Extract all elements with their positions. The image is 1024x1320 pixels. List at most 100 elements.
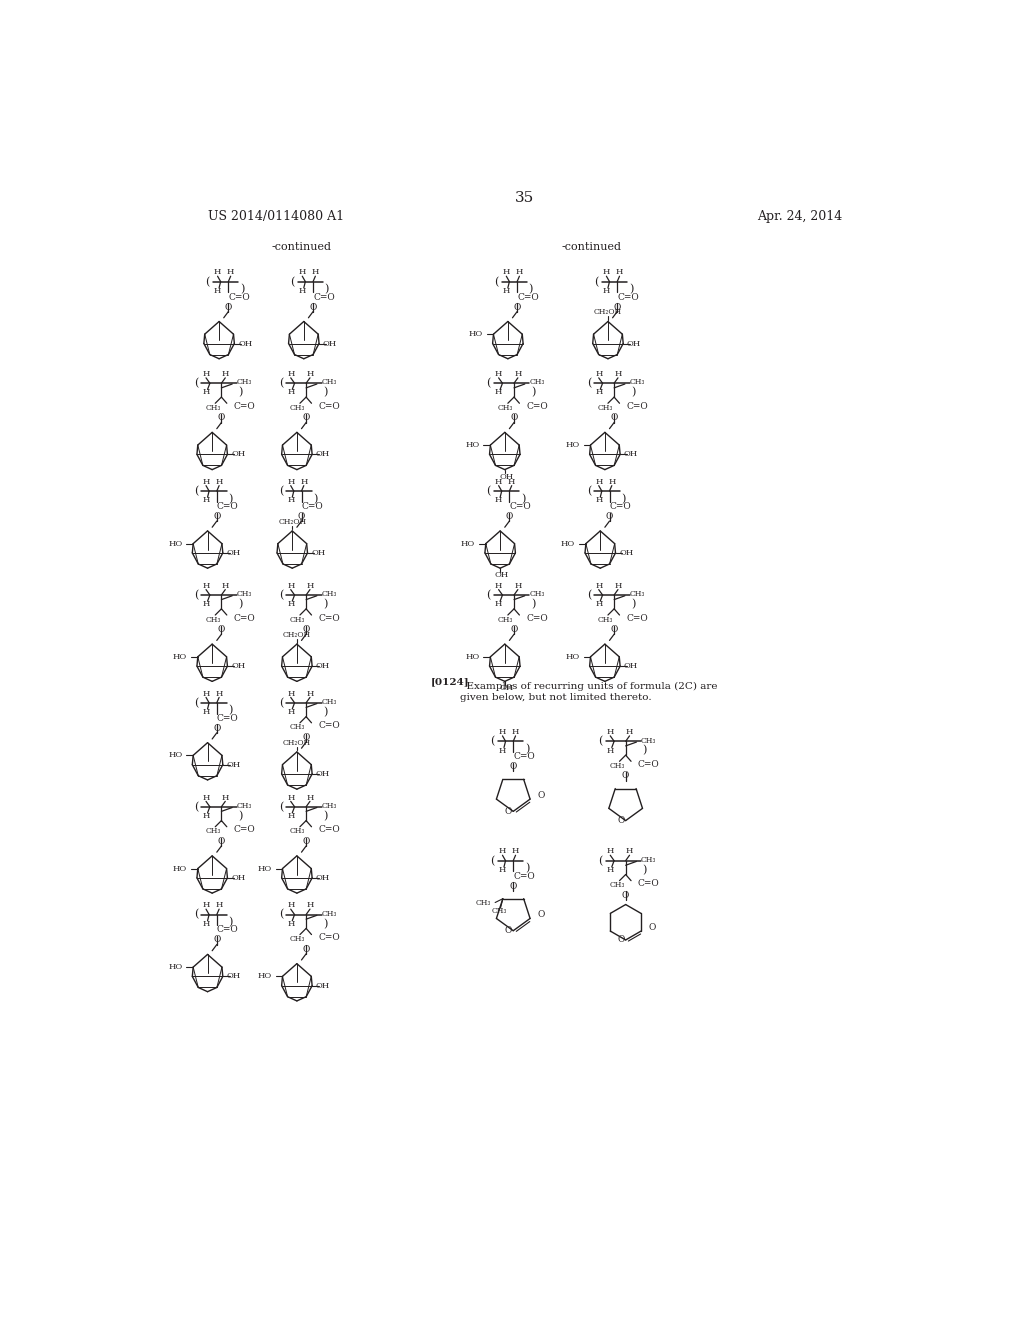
Text: (: ( [279,909,283,920]
Text: ): ) [323,810,328,821]
Text: H: H [203,902,210,909]
Text: H: H [606,747,614,755]
Text: H: H [508,478,515,486]
Text: CH₃: CH₃ [322,698,337,706]
Text: (: ( [279,378,283,388]
Text: H: H [499,866,506,874]
Text: H: H [495,496,503,504]
Text: O: O [622,771,630,780]
Text: C=O: C=O [526,614,548,623]
Text: O: O [510,762,517,771]
Text: CH₃: CH₃ [322,590,337,598]
Text: H: H [306,582,313,590]
Text: OH: OH [238,339,252,347]
Text: (: ( [194,590,199,601]
Text: C=O: C=O [513,752,535,762]
Text: H: H [215,689,223,697]
Text: H: H [595,582,602,590]
Text: ): ) [240,284,245,294]
Text: H: H [614,582,622,590]
Text: CH₃: CH₃ [290,723,305,731]
Text: ): ) [643,865,647,875]
Text: CH₃: CH₃ [205,404,220,412]
Text: -continued: -continued [561,242,621,252]
Text: C=O: C=O [526,401,548,411]
Text: US 2014/0114080 A1: US 2014/0114080 A1 [208,210,344,223]
Text: C=O: C=O [318,825,340,834]
Text: HO: HO [168,751,182,759]
Text: CH₃: CH₃ [498,404,513,412]
Text: ): ) [228,494,232,504]
Text: O: O [617,936,625,944]
Text: HO: HO [565,441,580,449]
Text: H: H [221,793,229,801]
Text: CH₃: CH₃ [290,828,305,836]
Text: O: O [298,512,305,521]
Text: ): ) [643,746,647,755]
Text: O: O [613,302,621,312]
Text: CH₃: CH₃ [237,379,252,387]
Text: (: ( [194,378,199,388]
Text: H: H [299,268,306,276]
Text: O: O [505,927,512,935]
Text: H: H [287,920,295,928]
Text: OH: OH [323,339,337,347]
Text: (: ( [194,909,199,920]
Text: O: O [302,733,310,742]
Text: HO: HO [257,973,271,981]
Text: ): ) [228,705,232,715]
Text: CH₃: CH₃ [237,803,252,810]
Text: H: H [495,478,503,486]
Text: C=O: C=O [318,401,340,411]
Text: ): ) [323,387,328,397]
Text: OH: OH [311,549,326,557]
Text: H: H [287,689,295,697]
Text: O: O [610,626,617,634]
Text: C=O: C=O [228,293,250,301]
Text: ): ) [323,708,328,717]
Text: C=O: C=O [233,401,256,411]
Text: H: H [606,847,614,855]
Text: CH₃: CH₃ [290,935,305,944]
Text: OH: OH [315,982,330,990]
Text: O: O [218,413,225,422]
Text: C=O: C=O [627,614,648,623]
Text: H: H [287,370,295,378]
Text: (: ( [598,737,602,746]
Text: (: ( [279,698,283,708]
Text: CH₃: CH₃ [322,909,337,917]
Text: HO: HO [468,330,482,338]
Text: (: ( [194,801,199,812]
Text: O: O [510,626,518,634]
Text: [0124]: [0124] [431,677,469,686]
Text: (: ( [290,276,295,286]
Text: H: H [595,496,602,504]
Text: O: O [617,816,625,825]
Text: O: O [302,413,310,422]
Text: (: ( [587,486,591,496]
Text: OH: OH [624,663,638,671]
Text: OH: OH [315,770,330,777]
Text: ): ) [621,494,626,504]
Text: O: O [224,302,232,312]
Text: C=O: C=O [217,714,239,722]
Text: O: O [510,413,518,422]
Text: C=O: C=O [217,502,239,511]
Text: H: H [215,478,223,486]
Text: OH: OH [315,663,330,671]
Text: CH₃: CH₃ [598,404,613,412]
Text: (: ( [598,855,602,866]
Text: H: H [287,812,295,820]
Text: HO: HO [257,865,271,873]
Text: ): ) [631,599,636,610]
Text: OH: OH [624,450,638,458]
Text: H: H [287,582,295,590]
Text: ): ) [531,599,536,610]
Text: OH: OH [231,450,246,458]
Text: C=O: C=O [617,293,639,301]
Text: OH: OH [226,549,241,557]
Text: H: H [215,902,223,909]
Text: O: O [510,882,517,891]
Text: CH₃: CH₃ [205,828,220,836]
Text: C=O: C=O [318,722,340,730]
